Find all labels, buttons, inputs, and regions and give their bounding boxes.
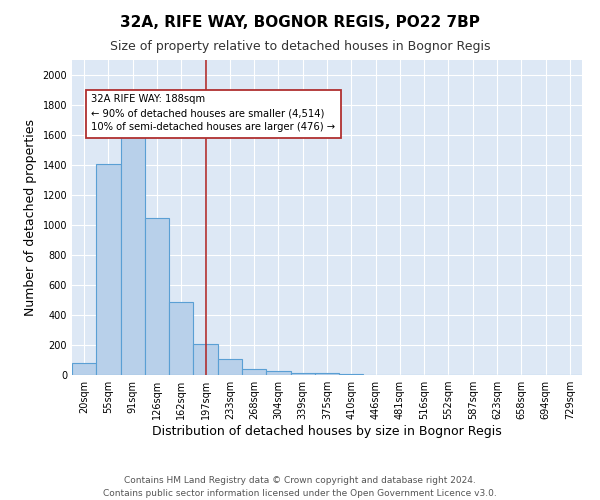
Bar bbox=[242, 368, 266, 375]
X-axis label: Distribution of detached houses by size in Bognor Regis: Distribution of detached houses by size … bbox=[152, 425, 502, 438]
Bar bbox=[315, 373, 339, 375]
Bar bbox=[121, 134, 145, 375]
Bar bbox=[266, 371, 290, 375]
Text: Size of property relative to detached houses in Bognor Regis: Size of property relative to detached ho… bbox=[110, 40, 490, 53]
Bar bbox=[72, 363, 96, 375]
Bar bbox=[290, 373, 315, 375]
Text: 32A RIFE WAY: 188sqm
← 90% of detached houses are smaller (4,514)
10% of semi-de: 32A RIFE WAY: 188sqm ← 90% of detached h… bbox=[91, 94, 335, 132]
Bar bbox=[218, 359, 242, 375]
Text: 32A, RIFE WAY, BOGNOR REGIS, PO22 7BP: 32A, RIFE WAY, BOGNOR REGIS, PO22 7BP bbox=[120, 15, 480, 30]
Bar bbox=[169, 302, 193, 375]
Bar bbox=[193, 344, 218, 375]
Text: Contains HM Land Registry data © Crown copyright and database right 2024.
Contai: Contains HM Land Registry data © Crown c… bbox=[103, 476, 497, 498]
Bar bbox=[145, 218, 169, 375]
Bar bbox=[96, 164, 121, 375]
Y-axis label: Number of detached properties: Number of detached properties bbox=[24, 119, 37, 316]
Bar bbox=[339, 374, 364, 375]
